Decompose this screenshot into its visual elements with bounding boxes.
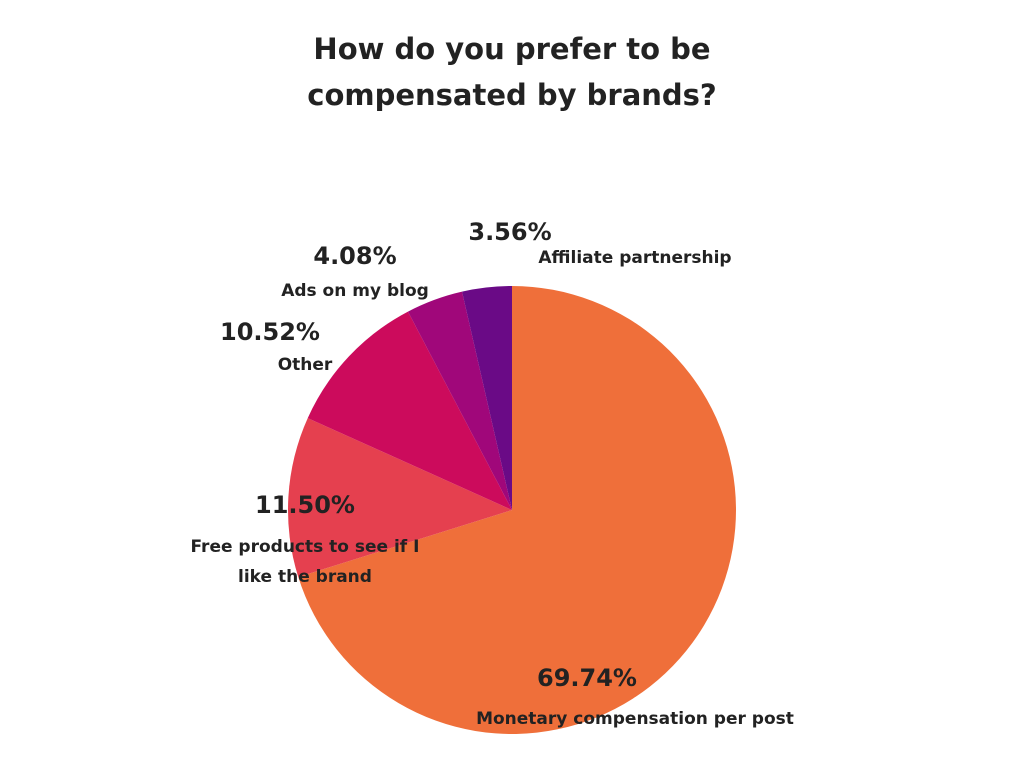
value-label: 3.56% [468,218,552,246]
value-label: 10.52% [220,318,320,346]
value-label: 69.74% [537,664,637,692]
category-label: Other [277,355,333,375]
value-label: 11.50% [255,491,355,519]
pie-slice [288,418,512,578]
pie-slice [307,311,512,510]
category-label: Monetary compensation per post [476,709,794,729]
category-label: Affiliate partnership [538,248,732,268]
value-label: 4.08% [313,242,397,270]
category-label: Ads on my blog [281,281,429,301]
pie-slice [298,286,737,734]
pie-slice [462,286,512,510]
category-label: Free products to see if I like the brand [190,537,420,587]
pie-slice [407,291,512,510]
chart-title: How do you prefer to be compensated by b… [307,32,717,112]
